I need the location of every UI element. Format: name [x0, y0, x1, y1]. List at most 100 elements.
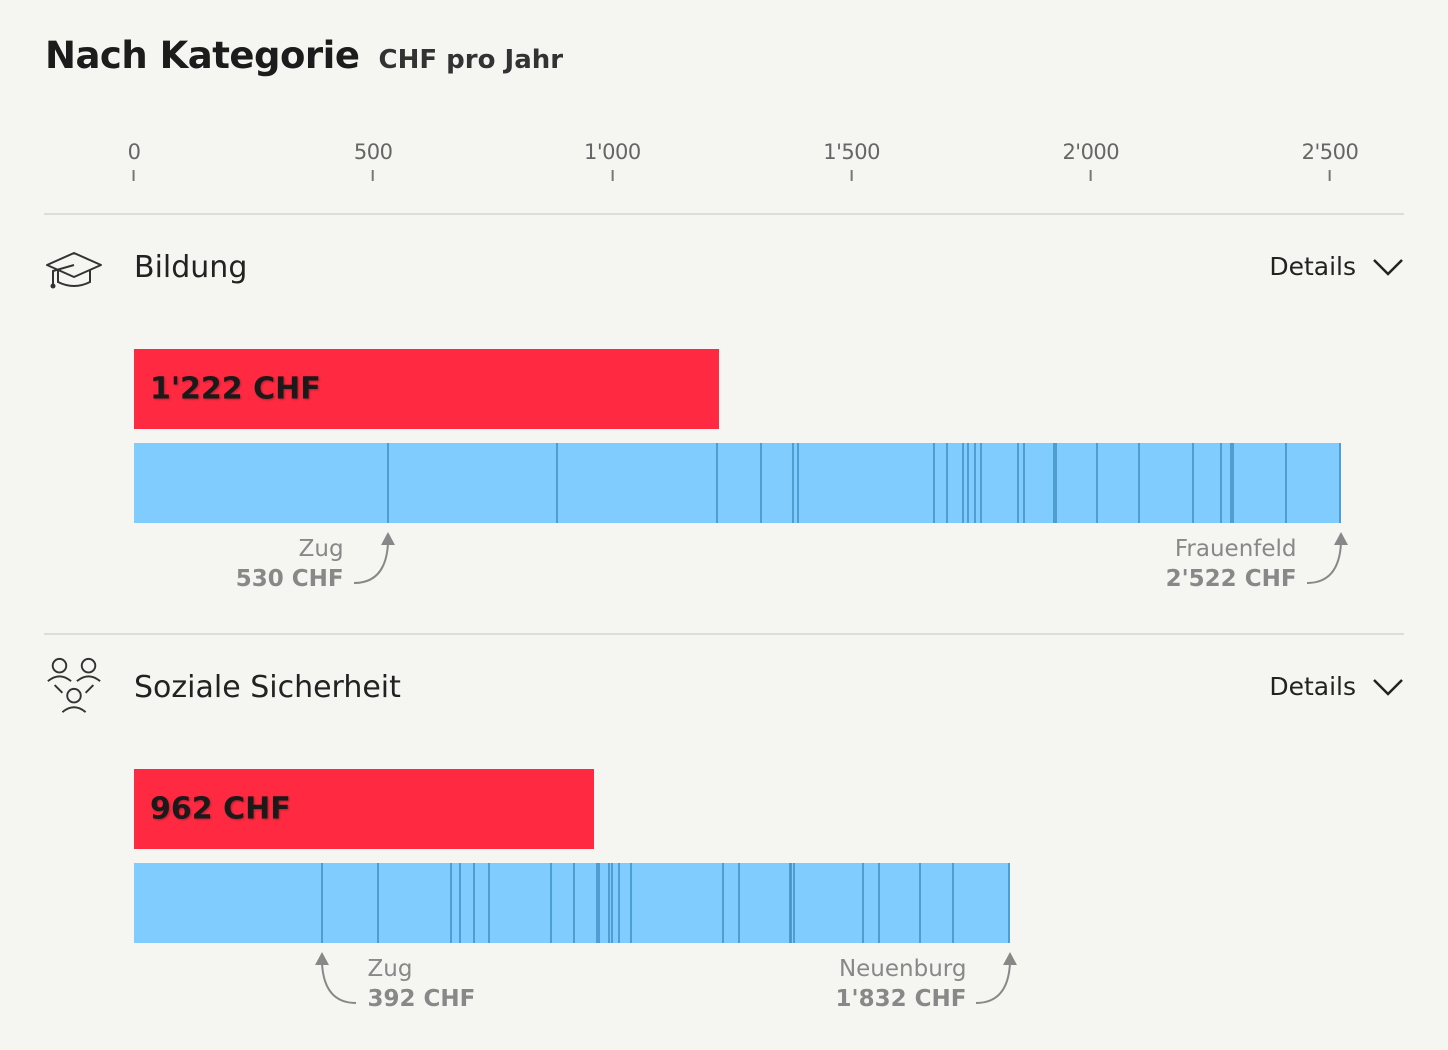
min-value: 392 CHF — [367, 986, 476, 1012]
canton-marker — [1232, 443, 1235, 523]
canton-marker — [790, 863, 793, 943]
axis-tick: 2'000 — [1062, 140, 1120, 181]
details-label: Details — [1269, 672, 1356, 701]
canton-marker — [877, 863, 880, 943]
arrow-up-icon — [1306, 532, 1348, 584]
canton-marker — [1017, 443, 1020, 523]
canton-marker — [721, 863, 724, 943]
axis-tick-mark — [850, 170, 853, 181]
arrow-head — [314, 952, 329, 965]
canton-marker — [573, 863, 576, 943]
user-value-bar: 1'222 CHF — [134, 349, 719, 429]
canton-marker — [862, 863, 865, 943]
arrow-shaft — [1306, 542, 1342, 584]
axis-tick-label: 1'000 — [584, 140, 641, 164]
canton-marker — [607, 863, 610, 943]
canton-marker — [793, 863, 796, 943]
canton-marker — [1192, 443, 1195, 523]
max-value: 1'832 CHF — [835, 986, 967, 1012]
canton-marker — [737, 863, 740, 943]
details-toggle-soziale-sicherheit[interactable]: Details — [1269, 672, 1404, 701]
canton-marker — [386, 443, 389, 523]
max-city: Neuenburg — [838, 956, 967, 982]
canton-marker — [1284, 443, 1287, 523]
axis-tick-label: 2'500 — [1301, 140, 1359, 164]
chart-title: Nach Kategorie — [45, 34, 360, 77]
canton-marker — [973, 443, 976, 523]
max-annotation: Neuenburg 1'832 CHF — [836, 954, 967, 1014]
canton-marker — [1229, 443, 1232, 523]
axis-tick-mark — [1329, 170, 1331, 181]
canton-marker — [1220, 443, 1223, 523]
canton-marker — [1008, 863, 1011, 943]
min-value: 530 CHF — [235, 566, 344, 592]
canton-marker — [472, 863, 475, 943]
axis-tick-label: 500 — [353, 140, 393, 164]
arrow-up-icon — [976, 952, 1018, 1004]
min-annotation: Zug 530 CHF — [236, 534, 344, 594]
arrow-head — [1333, 532, 1348, 545]
canton-marker — [946, 443, 949, 523]
canton-marker — [487, 863, 490, 943]
canton-marker — [377, 863, 380, 943]
axis-tick: 2'500 — [1302, 140, 1359, 181]
category-name: Soziale Sicherheit — [134, 670, 401, 705]
divider — [44, 633, 1404, 635]
canton-marker — [715, 443, 718, 523]
chart-subtitle: CHF pro Jahr — [378, 45, 564, 75]
canton-marker — [952, 863, 955, 943]
canton-marker — [962, 443, 965, 523]
canton-marker — [618, 863, 621, 943]
canton-marker — [1022, 443, 1025, 523]
canton-marker — [797, 443, 800, 523]
axis-tick: 500 — [354, 140, 393, 181]
arrow-head — [1003, 952, 1018, 965]
user-value-label: 1'222 CHF — [150, 371, 321, 407]
arrow-shaft — [353, 542, 389, 584]
canton-marker — [1054, 443, 1057, 523]
user-value-bar: 962 CHF — [134, 769, 595, 849]
chart-heading: Nach Kategorie CHF pro Jahr — [45, 34, 563, 77]
canton-marker — [788, 863, 791, 943]
canton-marker — [933, 443, 936, 523]
canton-marker — [919, 863, 921, 943]
canton-marker — [449, 863, 452, 943]
divider — [44, 213, 1404, 215]
canton-marker — [595, 863, 598, 943]
canton-marker — [611, 863, 614, 943]
axis-tick-label: 2'000 — [1062, 140, 1120, 164]
canton-range-bar — [134, 443, 1341, 523]
chevron-down-icon — [1373, 678, 1403, 696]
canton-marker — [320, 863, 323, 943]
axis-tick: 0 — [128, 140, 141, 181]
axis-tick: 1'000 — [584, 140, 641, 181]
min-city: Zug — [367, 956, 413, 982]
canton-marker — [459, 863, 462, 943]
canton-marker — [1338, 443, 1341, 523]
canton-marker — [1095, 443, 1098, 523]
canton-marker — [966, 443, 969, 523]
user-value-label: 962 CHF — [150, 791, 291, 827]
axis-tick-label: 1'500 — [823, 140, 880, 164]
people-group-icon — [47, 657, 101, 713]
category-name: Bildung — [134, 250, 248, 285]
max-city: Frauenfeld — [1174, 536, 1297, 562]
graduation-cap-icon — [46, 252, 102, 289]
details-toggle-bildung[interactable]: Details — [1269, 252, 1404, 281]
chevron-down-icon — [1373, 258, 1403, 276]
canton-marker — [597, 863, 600, 943]
min-city: Zug — [298, 536, 344, 562]
canton-marker — [1137, 443, 1140, 523]
axis-tick-mark — [1089, 170, 1092, 181]
canton-marker — [791, 443, 794, 523]
axis-tick-mark — [611, 170, 614, 181]
arrow-head — [380, 532, 395, 545]
axis-tick-mark — [372, 170, 375, 181]
canton-marker — [629, 863, 632, 943]
max-value: 2'522 CHF — [1165, 566, 1297, 592]
arrow-up-icon — [353, 532, 395, 584]
canton-marker — [980, 443, 983, 523]
canton-marker — [759, 443, 762, 523]
canton-range-bar — [134, 863, 1011, 943]
arrow-shaft — [976, 962, 1012, 1004]
